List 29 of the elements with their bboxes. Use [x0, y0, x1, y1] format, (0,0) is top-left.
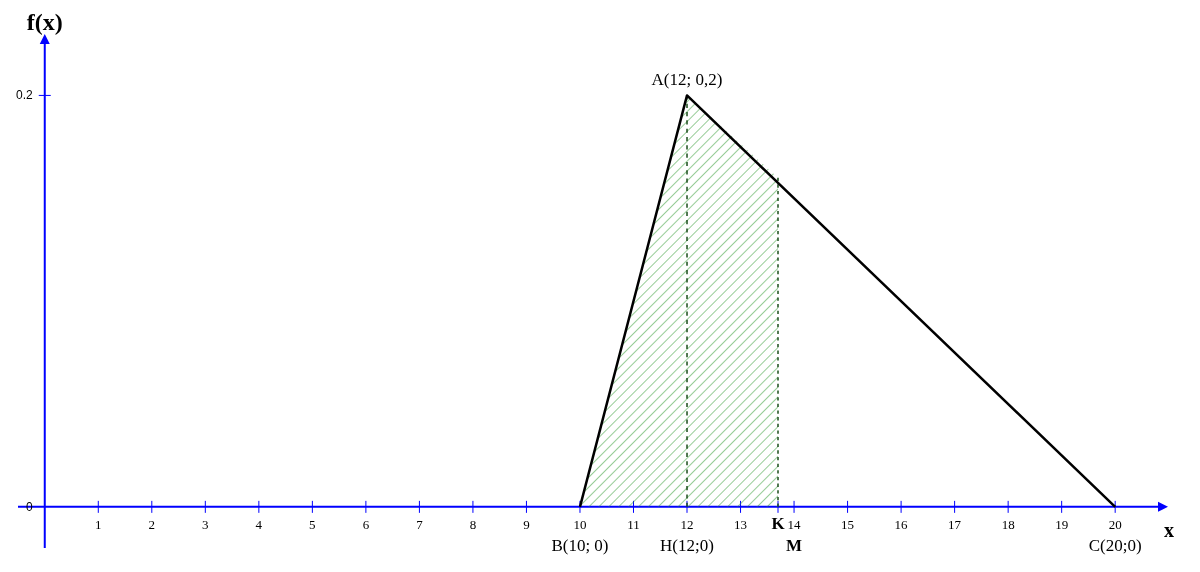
- x-tick-label: 4: [255, 516, 263, 532]
- x-tick-label: 10: [573, 516, 587, 532]
- annotation: H(12;0): [660, 535, 714, 555]
- y-tick-label: 0.2: [16, 88, 34, 103]
- x-tick-label: 5: [309, 516, 316, 532]
- x-tick-label: 9: [523, 516, 530, 532]
- x-tick-label: 12: [680, 516, 694, 532]
- annotation: A(12; 0,2): [651, 70, 723, 90]
- x-tick-label: 11: [627, 516, 640, 532]
- y-axis-title: f(x): [26, 9, 63, 35]
- x-tick-label: 2: [148, 516, 156, 532]
- x-tick-label: 19: [1055, 516, 1069, 532]
- x-tick-label: K: [771, 513, 786, 533]
- x-tick-label: 18: [1001, 516, 1015, 532]
- x-tick-label: 13: [734, 516, 748, 532]
- x-tick-label: 8: [469, 516, 477, 532]
- x-tick-label: 16: [894, 516, 909, 532]
- x-tick-label: 1: [95, 516, 102, 532]
- annotation: C(20;0): [1088, 535, 1142, 555]
- x-tick-label: 17: [948, 516, 962, 532]
- annotation: M: [786, 535, 803, 555]
- x-tick-label: 15: [841, 516, 855, 532]
- x-axis-title: x: [1164, 518, 1174, 541]
- x-tick-label: 7: [416, 516, 424, 532]
- annotation: B(10; 0): [551, 535, 609, 555]
- x-tick-label: 14: [787, 516, 802, 532]
- x-tick-label: 20: [1108, 516, 1122, 532]
- x-tick-label: 3: [202, 516, 209, 532]
- x-tick-label: 6: [362, 516, 370, 532]
